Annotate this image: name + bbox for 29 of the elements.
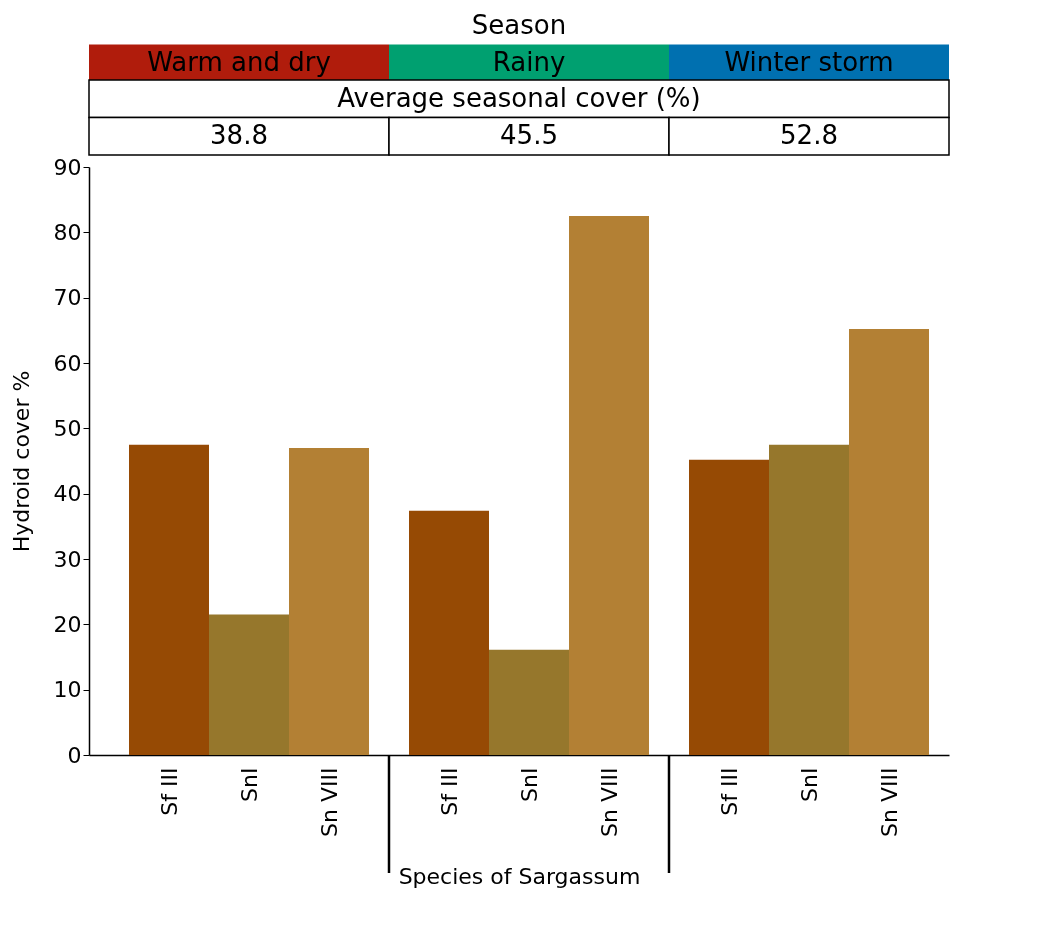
y-tick-label: 0 bbox=[67, 742, 82, 768]
text: 52.8 bbox=[780, 120, 838, 151]
x-tick-label: Sn VIII bbox=[876, 767, 902, 837]
x-tick-label: Sf III bbox=[436, 767, 462, 816]
text: 45.5 bbox=[500, 120, 558, 151]
text: Season bbox=[471, 9, 567, 40]
y-tick-label: 90 bbox=[53, 154, 82, 180]
x-axis-title: Species of Sargassum bbox=[398, 863, 641, 889]
text: Average seasonal cover (%) bbox=[337, 82, 701, 113]
x-tick-label: Sn VIII bbox=[596, 767, 622, 837]
text: Winter storm bbox=[724, 47, 894, 78]
x-tick-label: SnI bbox=[516, 767, 542, 802]
text: Warm and dry bbox=[147, 47, 331, 78]
y-tick-label: 60 bbox=[53, 350, 82, 376]
y-tick-label: 80 bbox=[53, 219, 82, 245]
y-tick-label: 70 bbox=[53, 285, 82, 311]
y-tick-label: 50 bbox=[53, 415, 82, 441]
x-tick-label: SnI bbox=[796, 767, 822, 802]
text: Rainy bbox=[492, 47, 566, 78]
y-axis-title: Hydroid cover % bbox=[8, 370, 34, 553]
x-tick-label: Sn VIII bbox=[316, 767, 342, 837]
y-tick-label: 20 bbox=[53, 611, 82, 637]
x-tick-label: SnI bbox=[236, 767, 262, 802]
x-tick-label: Sf III bbox=[156, 767, 182, 816]
y-tick-label: 40 bbox=[53, 481, 82, 507]
y-tick-label: 10 bbox=[53, 677, 82, 703]
text: 38.8 bbox=[210, 120, 268, 151]
x-tick-label: Sf III bbox=[716, 767, 742, 816]
y-tick-label: 30 bbox=[53, 546, 82, 572]
